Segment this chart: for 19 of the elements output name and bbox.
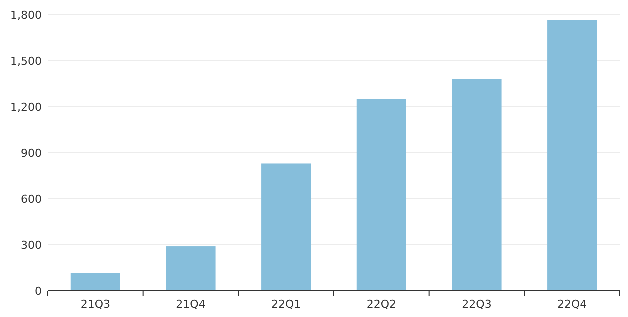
y-tick-label: 300 bbox=[21, 238, 42, 252]
bar bbox=[70, 273, 120, 291]
y-tick-label: 900 bbox=[21, 146, 42, 160]
y-tick-label: 1,200 bbox=[10, 100, 42, 114]
x-tick-label: 21Q3 bbox=[80, 298, 110, 311]
x-tick-label: 22Q2 bbox=[366, 298, 396, 311]
bar bbox=[452, 79, 502, 291]
bar bbox=[548, 20, 598, 291]
bar bbox=[166, 246, 216, 291]
x-tick-label: 22Q3 bbox=[462, 298, 492, 311]
bar bbox=[262, 164, 312, 291]
y-tick-label: 1,500 bbox=[10, 54, 42, 68]
x-tick-label: 22Q4 bbox=[558, 298, 588, 311]
x-tick-label: 21Q4 bbox=[176, 298, 206, 311]
x-tick-label: 22Q1 bbox=[272, 298, 302, 311]
bar bbox=[356, 99, 406, 291]
y-tick-label: 0 bbox=[35, 284, 42, 298]
y-tick-label: 1,800 bbox=[10, 8, 42, 22]
y-tick-label: 600 bbox=[21, 192, 42, 206]
